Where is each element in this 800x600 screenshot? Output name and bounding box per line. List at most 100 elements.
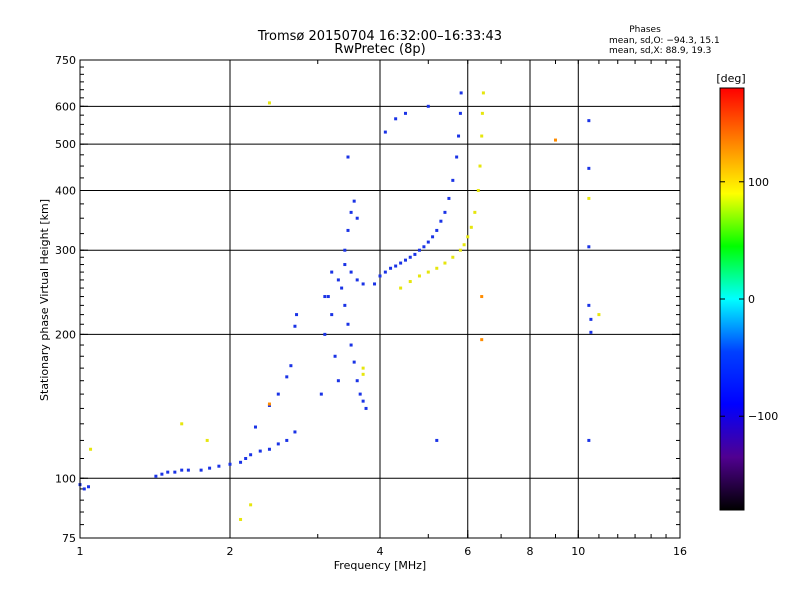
data-point-o: [439, 219, 443, 223]
data-point-o: [239, 460, 243, 464]
y-axis-label: Stationary phase Virtual Height [km]: [38, 199, 51, 401]
data-point-o: [340, 286, 344, 290]
data-point-o: [293, 430, 297, 434]
data-point-o: [343, 248, 347, 252]
colorbar-tick-label: −100: [748, 410, 778, 423]
data-point-o: [383, 270, 387, 274]
data-point-o: [589, 330, 593, 334]
data-point-o: [435, 228, 439, 232]
data-point-o: [293, 324, 297, 328]
data-point-o: [333, 354, 337, 358]
colorbar-ticks: 100 0 −100: [720, 176, 778, 423]
data-point-o: [199, 468, 203, 472]
x-tick-label: 4: [377, 545, 384, 558]
data-point-o: [399, 261, 403, 265]
data-point-o: [323, 332, 327, 336]
data-point-o: [389, 266, 393, 270]
data-point-o: [587, 119, 591, 123]
data-point-other: [553, 138, 557, 142]
data-points: [78, 91, 601, 521]
data-point-o: [349, 343, 353, 347]
colorbar-tick-label: 0: [748, 293, 755, 306]
data-point-o: [361, 282, 365, 286]
data-point-x: [587, 196, 591, 200]
data-point-x: [597, 313, 601, 317]
data-point-o: [364, 406, 368, 410]
data-point-o: [330, 270, 334, 274]
data-point-o: [346, 228, 350, 232]
data-point-o: [413, 252, 417, 256]
data-point-o: [336, 278, 340, 282]
y-tick-label: 200: [55, 328, 76, 341]
data-point-o: [319, 392, 323, 396]
data-point-o: [587, 166, 591, 170]
data-point-o: [346, 322, 350, 326]
data-point-o: [166, 470, 170, 474]
data-point-o: [394, 117, 398, 121]
data-point-o: [417, 248, 421, 252]
data-point-o: [361, 399, 365, 403]
data-point-o: [285, 375, 289, 379]
data-point-o: [326, 295, 330, 299]
data-point-o: [458, 111, 462, 115]
y-tick-label: 400: [55, 184, 76, 197]
data-point-o: [447, 196, 451, 200]
data-point-o: [228, 462, 232, 466]
y-tick-label: 600: [55, 100, 76, 113]
data-point-x: [408, 280, 412, 284]
data-point-o: [160, 472, 164, 476]
data-point-o: [180, 468, 184, 472]
data-point-x: [180, 422, 184, 426]
data-point-x: [476, 188, 480, 192]
data-point-o: [426, 104, 430, 108]
data-point-o: [587, 245, 591, 249]
y-tick-label: 300: [55, 244, 76, 257]
stats-heading: Phases: [629, 25, 661, 35]
data-point-x: [478, 164, 482, 168]
data-point-o: [343, 263, 347, 267]
data-point-o: [355, 379, 359, 383]
x-axis-label: Frequency [MHz]: [334, 559, 426, 572]
y-tick-label: 75: [62, 532, 76, 545]
data-point-o: [358, 392, 362, 396]
data-point-o: [403, 111, 407, 115]
data-point-o: [431, 235, 435, 239]
data-point-o: [295, 313, 299, 317]
data-point-other: [267, 402, 271, 406]
data-point-o: [352, 360, 356, 364]
data-point-o: [352, 199, 356, 203]
data-point-o: [258, 449, 262, 453]
data-point-o: [378, 274, 382, 278]
data-point-x: [399, 286, 403, 290]
axis-ticks: 1 2 4 6 8 10 16 75 100 200 300 400 500 600 750: [55, 54, 687, 558]
data-point-o: [346, 155, 350, 159]
y-tick-label: 750: [55, 54, 76, 67]
data-point-o: [323, 295, 327, 299]
data-point-o: [457, 134, 461, 138]
data-point-x: [469, 225, 473, 229]
data-point-o: [330, 313, 334, 317]
data-point-o: [336, 379, 340, 383]
x-tick-label: 16: [673, 545, 687, 558]
data-point-x: [480, 134, 484, 138]
data-point-x: [451, 255, 455, 259]
data-point-other: [480, 295, 484, 299]
data-point-o: [208, 466, 212, 470]
data-point-o: [443, 210, 447, 214]
data-point-o: [86, 485, 90, 489]
data-point-o: [455, 155, 459, 159]
colorbar-tick-label: 100: [748, 176, 769, 189]
data-point-o: [459, 91, 463, 95]
data-point-x: [443, 261, 447, 265]
data-point-o: [426, 240, 430, 244]
data-point-x: [361, 366, 365, 370]
data-point-x: [473, 210, 477, 214]
stats-x-line: mean, sd,X: 88.9, 19.3: [609, 46, 711, 56]
data-point-o: [267, 447, 271, 451]
data-point-x: [205, 438, 209, 442]
y-tick-label: 500: [55, 138, 76, 151]
data-point-o: [373, 282, 377, 286]
data-point-o: [383, 130, 387, 134]
y-tick-label: 100: [55, 472, 76, 485]
